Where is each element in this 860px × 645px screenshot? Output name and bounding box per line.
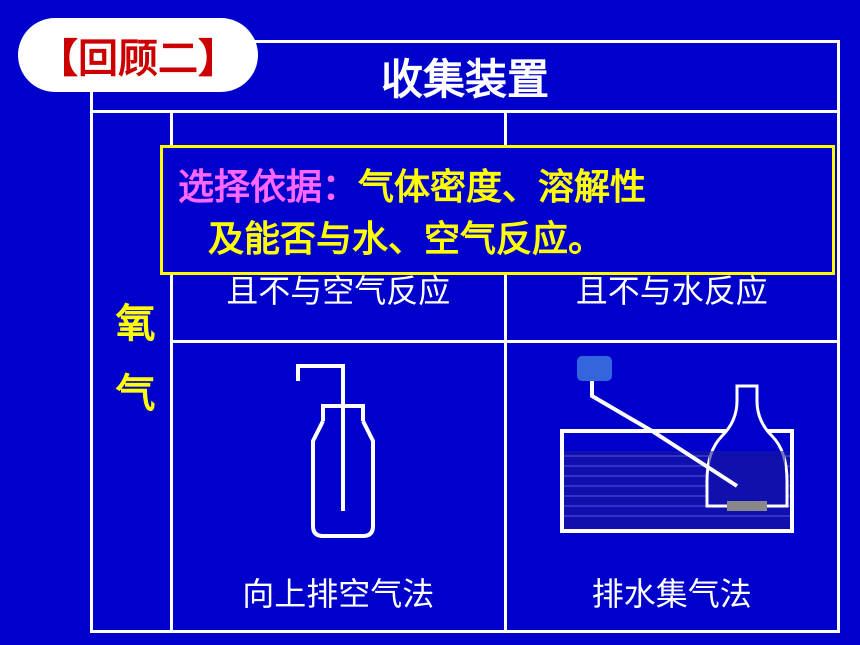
gas-bottle-icon xyxy=(248,351,428,551)
method-left-label: 向上排空气法 xyxy=(242,569,434,615)
overlay-line2: 及能否与水、空气反应。 xyxy=(178,210,817,262)
water-displacement-icon xyxy=(532,351,812,551)
upward-air-method: 向上排空气法 xyxy=(173,343,507,630)
diagram-row: 向上排空气法 xyxy=(173,343,837,630)
method-right-label: 排水集气法 xyxy=(592,569,752,615)
water-displacement-method: 排水集气法 xyxy=(507,343,838,630)
overlay-line1: 选择依据：气体密度、溶解性 xyxy=(178,158,817,210)
oxygen-label: 氧气 xyxy=(103,302,161,442)
overlay-label: 选择依据： xyxy=(178,167,358,207)
overlay-content2: 及能否与水、空气反应。 xyxy=(178,219,604,259)
water-tank-diagram xyxy=(507,343,838,559)
badge-text: 【回顾二】 xyxy=(38,36,238,81)
bottle-diagram xyxy=(173,343,504,559)
selection-basis-overlay: 选择依据：气体密度、溶解性 及能否与水、空气反应。 xyxy=(160,145,835,275)
overlay-content1: 气体密度、溶解性 xyxy=(358,167,646,207)
header-title: 收集装置 xyxy=(381,46,549,107)
review-badge: 【回顾二】 xyxy=(18,18,258,92)
collection-device-table: 收集装置 氧气 密度比空气略大 且不与空气反应 不易溶于水 且不与水反应 xyxy=(90,40,840,633)
